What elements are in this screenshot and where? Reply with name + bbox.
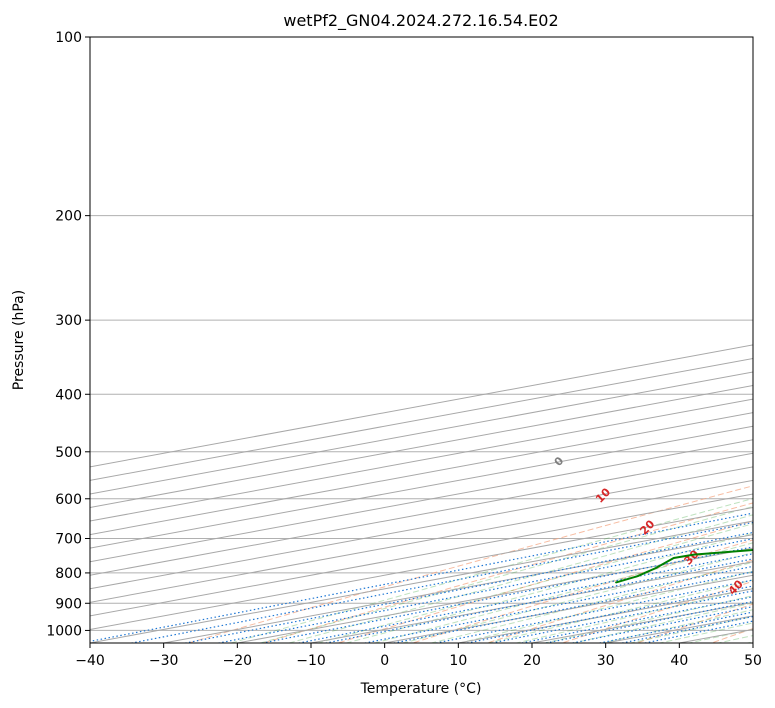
mixing-ratio-line bbox=[489, 590, 753, 643]
y-tick-label: 700 bbox=[55, 532, 82, 548]
moist-adiabat-line bbox=[400, 552, 753, 643]
dry-adiabat-line bbox=[485, 559, 753, 643]
dry-adiabats bbox=[186, 485, 753, 643]
moist-adiabat-line bbox=[457, 570, 753, 643]
moist-adiabat-line bbox=[315, 523, 753, 643]
y-axis-label: Pressure (hPa) bbox=[11, 290, 27, 390]
x-tick-label: 20 bbox=[523, 653, 541, 669]
x-axis-label: Temperature (°C) bbox=[360, 681, 482, 697]
dry-adiabat-line bbox=[186, 485, 753, 643]
x-axis-ticks: −40 −30 −20 −10 0 10 20 30 40 50 bbox=[75, 643, 762, 669]
isotherm-line bbox=[90, 466, 753, 590]
y-axis-ticks: 100 200 300 400 500 600 700 800 900 1000 bbox=[46, 30, 90, 639]
x-tick-label: 30 bbox=[597, 653, 615, 669]
isotherm-line bbox=[90, 493, 753, 617]
y-tick-label: 300 bbox=[55, 313, 82, 329]
isotherm-line bbox=[90, 479, 753, 603]
x-tick-label: 10 bbox=[449, 653, 467, 669]
moist-adiabat-line bbox=[344, 532, 753, 643]
moist-adiabat-line bbox=[229, 498, 753, 643]
moist-adiabat-line bbox=[542, 595, 753, 643]
mixing-ratio-line bbox=[182, 531, 753, 643]
pressure-gridlines bbox=[90, 37, 753, 631]
isotherm-line bbox=[90, 520, 753, 643]
mixing-ratio-line bbox=[128, 521, 753, 643]
mixing-ratio-line bbox=[569, 606, 753, 643]
chart-title: wetPf2_GN04.2024.272.16.54.E02 bbox=[283, 11, 558, 31]
plot-area: 0.10.20.40.611.52346810131620253036-100-… bbox=[90, 37, 753, 643]
y-tick-label: 400 bbox=[55, 387, 82, 403]
moist-adiabat-line bbox=[287, 514, 753, 643]
isotherm-line bbox=[163, 534, 753, 643]
moist-adiabat-line bbox=[571, 602, 753, 643]
isotherm-line bbox=[90, 425, 753, 549]
profile-series bbox=[615, 548, 753, 584]
y-tick-label: 500 bbox=[55, 445, 82, 461]
moist-adiabat-line bbox=[485, 579, 753, 643]
moist-adiabat-label: 10 bbox=[593, 485, 613, 505]
x-tick-label: 0 bbox=[380, 653, 389, 669]
mixing-ratio-line bbox=[519, 596, 753, 643]
moist-adiabat-label: 0 bbox=[552, 454, 567, 469]
dry-adiabat-line bbox=[336, 520, 753, 643]
moist-adiabat-line bbox=[429, 561, 753, 643]
isotherm-line bbox=[310, 561, 753, 643]
mixing-ratio-line bbox=[596, 611, 753, 643]
moist-adiabat-line bbox=[745, 641, 753, 643]
isotherm-line bbox=[752, 642, 753, 643]
plot-frame bbox=[89, 36, 754, 644]
mixing-ratio-line bbox=[464, 585, 753, 643]
x-tick-label: −10 bbox=[296, 653, 326, 669]
isotherm-line bbox=[90, 452, 753, 576]
y-tick-label: 100 bbox=[55, 30, 82, 46]
y-tick-label: 600 bbox=[55, 492, 82, 508]
isotherms bbox=[90, 344, 753, 643]
dry-adiabat-line bbox=[411, 539, 753, 643]
y-tick-label: 200 bbox=[55, 209, 82, 225]
dewpoint-profile-line bbox=[615, 548, 753, 584]
isotherm-line bbox=[90, 506, 753, 630]
x-tick-label: 40 bbox=[670, 653, 688, 669]
dry-adiabat-line bbox=[261, 502, 753, 643]
mixing-ratio-line bbox=[90, 512, 753, 642]
dry-adiabat-line bbox=[560, 580, 753, 643]
mixing-ratio-line bbox=[322, 558, 753, 643]
moist-adiabat-label: 30 bbox=[682, 547, 702, 567]
mixing-ratio-line bbox=[543, 600, 753, 643]
y-tick-label: 800 bbox=[55, 566, 82, 582]
mixing-ratio-lines bbox=[90, 512, 753, 643]
y-tick-label: 1000 bbox=[46, 623, 82, 639]
x-tick-label: 50 bbox=[744, 653, 762, 669]
y-tick-label: 900 bbox=[55, 596, 82, 612]
x-tick-label: −30 bbox=[149, 653, 179, 669]
moist-adiabat-label: 40 bbox=[726, 577, 746, 597]
x-tick-label: −20 bbox=[223, 653, 253, 669]
x-tick-label: −40 bbox=[75, 653, 105, 669]
mixing-ratio-line bbox=[215, 538, 753, 643]
isotherm-line bbox=[90, 439, 753, 563]
moist-adiabats bbox=[229, 498, 753, 643]
